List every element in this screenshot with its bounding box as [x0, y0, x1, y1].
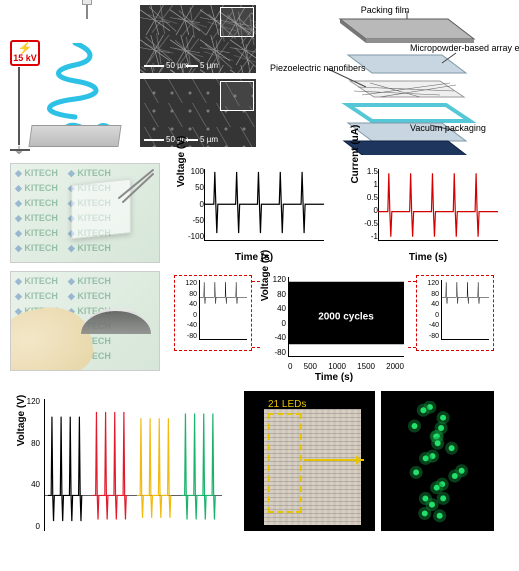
- current-plot: [378, 169, 498, 241]
- sem-column: 50 µm 5 µm 50 µm 5 µm: [140, 5, 260, 147]
- led-photo-off: 21 LEDs: [244, 391, 375, 531]
- label-vacuum-packaging: Vacuum packaging: [410, 123, 500, 133]
- sem-top-inset: [220, 7, 254, 37]
- device-exploded-view: Packing film Piezoelectric nanofibers Mi…: [270, 5, 500, 155]
- current-xlabel: Time (s): [348, 252, 508, 263]
- sem-bottom: 50 µm 5 µm: [140, 79, 256, 147]
- cycling-annotation: 2000 cycles: [318, 312, 374, 323]
- lit-leds: [391, 401, 484, 523]
- led-photo-on: [381, 391, 494, 531]
- row-3: ◆ KITECH◆ KITECH◆ KITECH◆ KITECH◆ KITECH…: [0, 265, 519, 385]
- cycling-chart-group: 12080400-40-80 Voltage (V) 12080400-40-8…: [174, 271, 494, 383]
- cycling-xticks: 0500100015002000: [288, 362, 404, 371]
- device-photo-bent: ◆ KITECH◆ KITECH◆ KITECH◆ KITECH◆ KITECH…: [10, 271, 160, 371]
- led-highlight-box: [268, 413, 302, 513]
- fiber-jet-spiral: [35, 43, 115, 121]
- cycling-yticks: 12080400-40-80: [270, 275, 286, 357]
- cycling-plot: 2000 cycles: [288, 277, 404, 357]
- sem-top: 50 µm 5 µm: [140, 5, 256, 73]
- arrow-icon: [304, 459, 364, 461]
- label-array-electrode: Micropowder-based array electrode: [410, 43, 500, 53]
- current-yticks: 1.510.50-0.5-1: [362, 167, 378, 241]
- cycling-xlabel: Time (s): [258, 372, 410, 383]
- syringe-icon: [80, 5, 94, 19]
- sem-bottom-inset: [220, 81, 254, 111]
- electrospinning-schematic: ⚡ 15 kV ⏚: [10, 5, 130, 155]
- label-packing-film: Packing film: [330, 5, 440, 15]
- ground-icon: ⏚: [14, 142, 24, 157]
- cycling-main: Voltage (V) 12080400-40-80 2000 cycles 0…: [258, 271, 410, 383]
- hv-badge: ⚡ 15 kV: [10, 40, 40, 66]
- sem-top-scale-right: 5 µm: [186, 61, 218, 70]
- cycling-inset-right: 12080400-40-80: [416, 275, 494, 351]
- voltage-plot: [204, 169, 324, 241]
- row-2: ◆ KITECH◆ KITECH◆ KITECH◆ KITECH◆ KITECH…: [0, 155, 519, 265]
- voltage-yticks: 100500-50-100: [188, 167, 204, 241]
- led-demo: 21 LEDs: [244, 391, 494, 531]
- current-time-chart: Current (uA) 1.510.50-0.5-1 Time (s): [348, 163, 508, 263]
- led-caption: 21 LEDs: [268, 399, 306, 410]
- tweezer-icon: [105, 168, 155, 208]
- current-ylabel: Current (uA): [350, 125, 361, 184]
- multi-yticks: 12080400: [24, 397, 40, 531]
- row-1: ⚡ 15 kV ⏚ 50 µm 5 µm 50 µm 5 µm: [0, 0, 519, 155]
- voltage-ylabel: Voltage (V): [176, 136, 187, 187]
- device-photo-flat: ◆ KITECH◆ KITECH◆ KITECH◆ KITECH◆ KITECH…: [10, 163, 160, 263]
- multicolor-voltage-chart: Voltage (V) 12080400: [10, 391, 230, 531]
- voltage-xlabel: Time (s): [174, 252, 334, 263]
- label-piezo-nanofibers: Piezoelectric nanofibers: [270, 63, 330, 73]
- sem-bottom-scale-right: 5 µm: [186, 135, 218, 144]
- multi-plot: [44, 399, 222, 528]
- stand-icon: [18, 67, 20, 145]
- lightning-icon: ⚡: [18, 43, 33, 53]
- cycling-inset-left: 12080400-40-80: [174, 275, 252, 351]
- sem-top-scale-left: 50 µm: [144, 61, 188, 70]
- hv-value: 15 kV: [13, 53, 37, 63]
- voltage-time-chart: Voltage (V) 100500-50-100 Time (s): [174, 163, 334, 263]
- collector-plate: [28, 125, 121, 147]
- row-4: Voltage (V) 12080400 21 LEDs: [0, 385, 519, 543]
